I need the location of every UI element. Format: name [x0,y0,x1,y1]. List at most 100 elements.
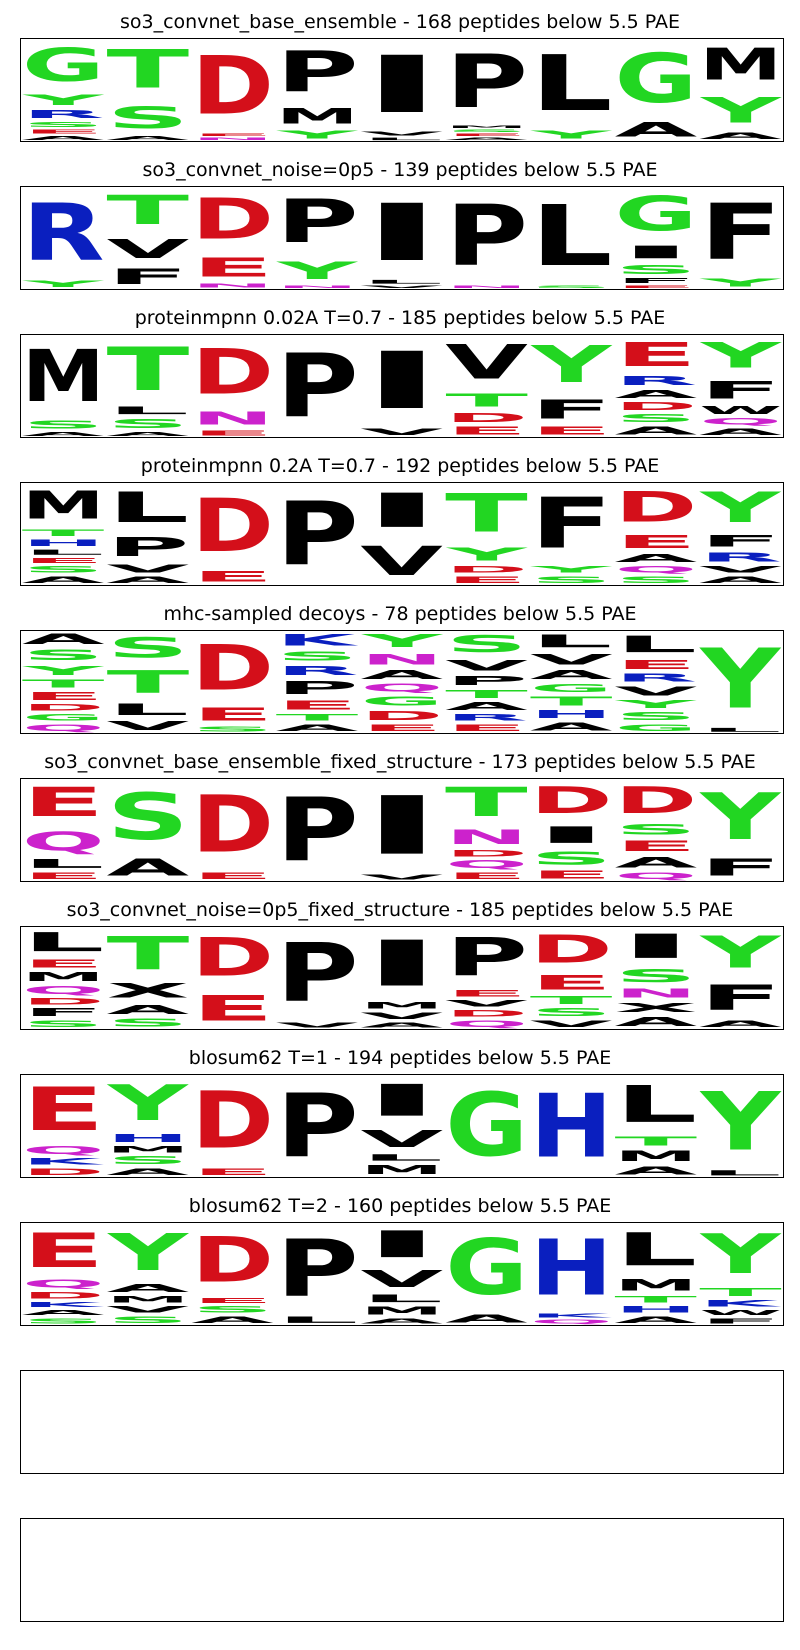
logo-letter-L: L [530,39,613,128]
logo-letter-X: X [615,1000,698,1014]
logo-letter-A: A [699,427,782,437]
logo-letter-T: T [106,39,189,100]
logo-letter-E: E [191,705,274,725]
logo-letter-I: I [530,822,613,848]
logo-letter-F: F [22,1007,105,1019]
logo-letter-L: L [22,548,105,556]
logo-letter-T: T [614,1294,697,1304]
logo-letter-A: A [22,431,105,437]
logo-letter-K: K [530,1313,613,1319]
logo-letter-N: N [361,652,444,668]
logo-letter-F: F [107,265,190,289]
logo-letter-W: W [699,1309,782,1317]
logo-letter-D: D [191,631,274,704]
logo-letter-L: L [361,1292,444,1304]
logo-letter-W: W [699,404,782,416]
logo-letter-M: M [107,1294,190,1304]
logo-letter-E: E [361,723,444,733]
logo-letter-V: V [615,684,698,698]
logo-letter-S: S [445,631,528,658]
logo-plot [21,1519,783,1621]
logo-letter-F: F [699,532,782,550]
logo-letter-A: A [22,575,105,585]
logo-letter-M: M [276,105,359,129]
logo-letter-Y: Y [699,927,782,978]
logo-letter-A: A [106,135,189,141]
logo-letter-H: H [615,1305,698,1315]
logo-letter-N: N [445,285,528,289]
logo-letter-R: R [22,188,105,279]
logo-letter-G: G [615,39,698,118]
logo-letter-A: A [445,1313,528,1325]
logo-letter-D: D [191,335,274,408]
panel-title: so3_convnet_noise=0p5_fixed_structure - … [66,899,734,921]
logo-letter-P: P [276,1075,359,1177]
logo-letter-T: T [107,335,190,404]
logo-letter-I: I [361,483,444,538]
logo-letter-Y: Y [700,335,782,376]
logo-letter-A: A [614,425,697,437]
logo-letter-F: F [530,483,613,564]
logo-letter-P: P [276,779,359,881]
logo-letter-E: E [615,838,698,854]
logo-letter-Y: Y [699,1223,782,1286]
logo-panel [20,1518,784,1622]
logo-letter-D: D [22,1290,105,1300]
logo-letter-A: A [106,1167,189,1177]
logo-letter-T: T [445,483,528,544]
logo-letter-L: L [22,856,105,870]
logo-letter-R: R [615,374,698,388]
logo-letter-E: E [445,988,528,998]
logo-letter-T: T [106,187,189,234]
logo-letter-A: A [106,431,189,437]
logo-letter-A: A [614,552,697,564]
logo-letter-A: A [106,575,189,585]
logo-letter-F: F [699,1317,782,1325]
logo-letter-D: D [191,927,274,988]
logo-letter-A: A [106,1282,189,1294]
logo-letter-M: M [615,1276,698,1294]
logo-letter-E: E [22,129,105,135]
logo-letter-Y: Y [276,129,359,141]
logo-letter-P: P [445,674,528,688]
logo-letter-L: L [361,279,444,285]
logo-letter-Q: Q [445,1019,528,1029]
logo-letter-Y: Y [445,544,527,564]
logo-letter-E: E [191,871,274,881]
logo-letter-I: I [361,1223,444,1266]
logo-letter-E: E [191,252,274,282]
logo-letter-G: G [615,187,698,242]
logo-letter-V: V [276,1021,359,1029]
logo-letter-S: S [530,285,613,289]
logo-letter-D: D [445,848,528,858]
logo-letter-S: S [22,419,105,431]
logo-letter-I: I [361,1075,444,1126]
logo-letter-M: M [361,1163,444,1177]
logo-letter-D: D [191,187,274,252]
logo-letter-E: E [22,690,105,702]
logo-letter-S: S [530,1007,613,1019]
logo-letter-M: M [22,336,105,419]
logo-letter-L: L [361,137,444,141]
logo-letter-N: N [191,137,274,141]
logo-letter-T: T [107,927,190,980]
logo-letter-S: S [22,565,105,575]
logo-letter-I: I [615,927,698,965]
logo-letter-Q: Q [445,859,528,871]
logo-letter-S: S [107,100,190,135]
logo-letter-G: G [445,1224,528,1313]
logo-letter-P: P [445,188,528,285]
logo-plot [21,1371,783,1473]
logo-letter-Y: Y [22,664,105,678]
logo-letter-G: G [22,40,105,92]
logo-letter-A: A [699,1019,782,1029]
logo-letter-T: T [530,694,613,708]
logo-letter-A: A [699,131,782,141]
logo-letter-E: E [445,575,528,585]
